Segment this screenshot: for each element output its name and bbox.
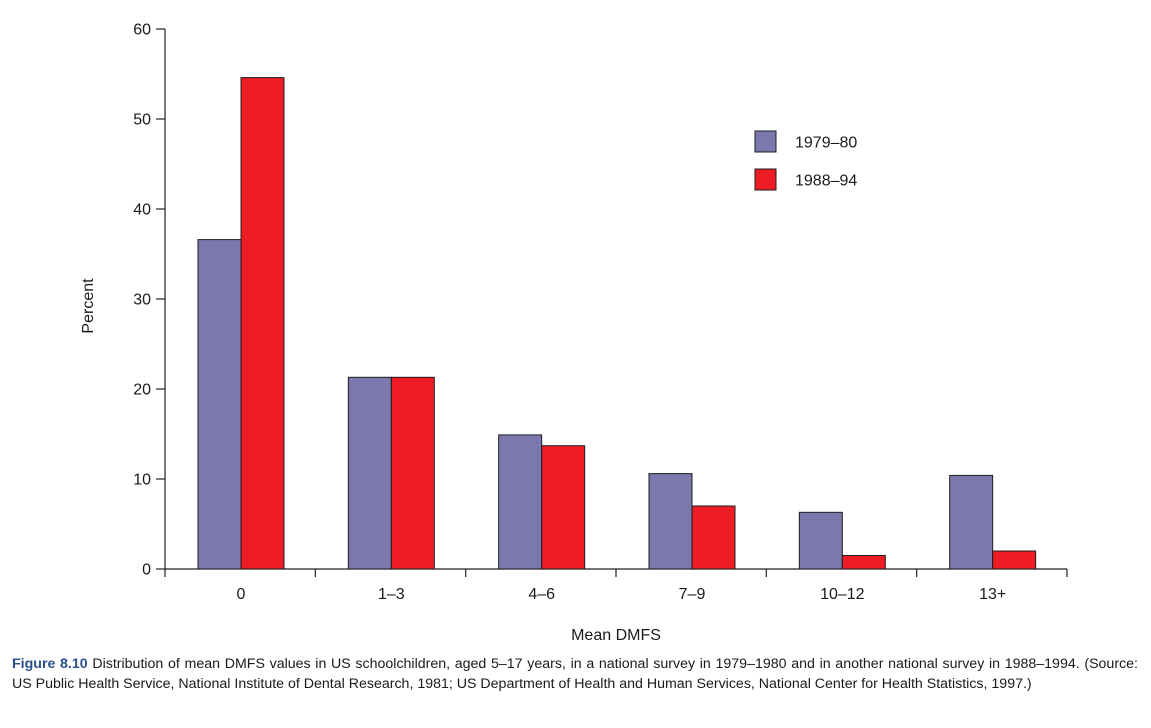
x-tick-label: 4–6 [528, 586, 555, 603]
legend-label: 1979–80 [795, 135, 857, 152]
bar-series-1 [798, 511, 843, 570]
y-axis: 0 10 20 30 40 50 60 [133, 22, 166, 579]
bar-series-1 [498, 434, 543, 570]
y-tick-label: 40 [133, 202, 151, 219]
bars [197, 77, 1037, 570]
x-tick-label: 0 [237, 586, 246, 603]
bar-series-1 [648, 473, 693, 570]
bar-series-2 [390, 376, 435, 570]
y-tick-label: 0 [142, 562, 151, 579]
y-axis-label: Percent [80, 278, 97, 334]
bar-series-1 [197, 239, 242, 570]
legend-label: 1988–94 [795, 173, 857, 190]
bar-series-1 [347, 376, 392, 570]
legend: 1979–80 1988–94 [754, 130, 857, 191]
bar-series-2 [841, 555, 886, 570]
figure-label: Figure 8.10 [12, 656, 88, 672]
bar-chart: 0 10 20 30 40 50 60 0 1–3 4–6 7–9 10–12 13+ 1979–80… [80, 22, 1068, 644]
legend-swatch [754, 168, 777, 191]
y-tick-label: 20 [133, 382, 151, 399]
x-tick-label: 1–3 [378, 586, 405, 603]
x-tick-label: 13+ [979, 586, 1006, 603]
x-tick-label: 7–9 [679, 586, 706, 603]
y-tick-label: 30 [133, 292, 151, 309]
bar-series-2 [691, 505, 736, 570]
x-axis-label: Mean DMFS [571, 627, 661, 644]
bar-series-2 [992, 550, 1037, 570]
bar-series-2 [240, 77, 285, 570]
y-tick-label: 10 [133, 472, 151, 489]
bar-series-2 [541, 445, 586, 570]
bar-series-1 [949, 474, 994, 570]
y-tick-label: 50 [133, 112, 151, 129]
figure-caption: Figure 8.10 Distribution of mean DMFS va… [12, 655, 1138, 694]
x-tick-label: 10–12 [820, 586, 865, 603]
y-tick-label: 60 [133, 22, 151, 39]
figure-caption-text: Distribution of mean DMFS values in US s… [12, 656, 1138, 692]
x-axis: 0 1–3 4–6 7–9 10–12 13+ [164, 568, 1068, 603]
legend-swatch [754, 130, 777, 153]
